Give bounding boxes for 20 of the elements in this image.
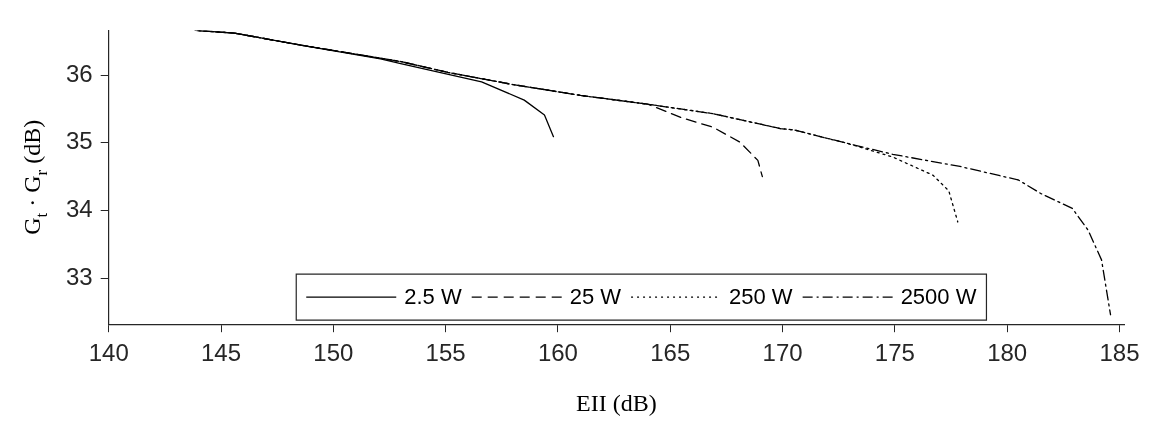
y-tick-label: 33 [65,262,93,290]
x-tick-label: 170 [762,339,803,367]
x-tick-label: 175 [874,339,915,367]
x-tick-label: 165 [650,339,691,367]
x-tick-label: 145 [200,339,242,367]
y-tick-label: 35 [65,127,93,155]
legend-label: 2.5 W [404,284,462,310]
x-axis-title: EII (dB) [576,390,657,416]
x-tick-label: 150 [313,339,354,367]
x-tick-label: 155 [425,339,466,367]
y-axis-title: Gt · Gr (dB) [19,119,52,235]
legend-label: 2500 W [900,284,977,310]
x-tick-label: 185 [1099,339,1140,367]
y-tick-label: 36 [65,59,93,87]
x-tick-label: 160 [537,339,578,367]
x-tick-label: 140 [88,339,129,367]
legend-label: 250 W [729,284,793,310]
x-tick-label: 180 [987,339,1028,367]
legend-label: 25 W [569,284,622,310]
y-tick-label: 34 [65,195,93,223]
